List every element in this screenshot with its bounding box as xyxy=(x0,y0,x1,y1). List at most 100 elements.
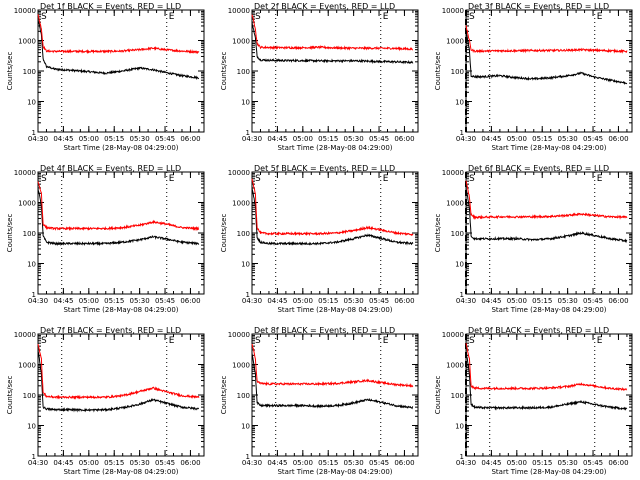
x-tick-label: 04:30 xyxy=(28,459,48,467)
x-axis-label: Start Time (28-May-08 04:29:00) xyxy=(277,306,392,314)
corner-mark-end: E xyxy=(169,12,175,22)
corner-mark-start: S xyxy=(255,174,261,184)
y-tick-label: 10000 xyxy=(228,169,250,177)
y-tick-label: 1 xyxy=(246,291,250,299)
x-tick-label: 04:45 xyxy=(267,459,287,467)
panel-title: Det 7f BLACK = Events, RED = LLD xyxy=(40,326,181,335)
x-tick-label: 05:30 xyxy=(130,297,150,305)
events-series-line xyxy=(251,187,414,246)
x-tick-label: 06:00 xyxy=(608,135,628,143)
plot-frame xyxy=(251,9,419,133)
y-tick-label: 10 xyxy=(27,99,36,107)
x-tick-label: 05:15 xyxy=(104,297,124,305)
x-tick-label: 04:30 xyxy=(242,135,262,143)
y-tick-label: 100 xyxy=(237,392,250,400)
y-tick-label: 10 xyxy=(455,423,464,431)
y-tick-label: 1000 xyxy=(232,38,250,46)
y-tick-label: 10000 xyxy=(14,331,36,339)
y-tick-label: 10000 xyxy=(442,7,464,15)
x-tick-label: 05:45 xyxy=(583,135,603,143)
x-axis-label: Start Time (28-May-08 04:29:00) xyxy=(491,144,606,152)
x-tick-label: 05:15 xyxy=(532,459,552,467)
x-tick-label: 05:30 xyxy=(130,459,150,467)
y-tick-label: 1 xyxy=(246,453,250,461)
corner-mark-end: E xyxy=(383,174,389,184)
x-tick-label: 05:45 xyxy=(155,135,175,143)
corner-mark-end: E xyxy=(597,174,603,184)
corner-mark-start: S xyxy=(41,12,47,22)
lld-series-line xyxy=(37,181,200,232)
x-tick-label: 04:45 xyxy=(53,135,73,143)
x-tick-label: 05:30 xyxy=(558,297,578,305)
x-axis-label: Start Time (28-May-08 04:29:00) xyxy=(277,144,392,152)
corner-mark-end: E xyxy=(383,336,389,346)
y-tick-label: 100 xyxy=(23,230,36,238)
x-tick-label: 05:00 xyxy=(507,297,527,305)
panel-title: Det 6f BLACK = Events, RED = LLD xyxy=(468,164,609,173)
plot-frame xyxy=(37,171,205,295)
x-tick-label: 05:45 xyxy=(369,297,389,305)
x-tick-label: 05:45 xyxy=(155,297,175,305)
x-tick-label: 04:30 xyxy=(456,297,476,305)
x-tick-label: 06:00 xyxy=(394,297,414,305)
panel-title: Det 4f BLACK = Events, RED = LLD xyxy=(40,164,181,173)
y-axis-label: Counts/sec xyxy=(434,52,442,91)
corner-mark-start: S xyxy=(469,174,475,184)
x-tick-label: 05:00 xyxy=(507,459,527,467)
x-tick-label: 04:30 xyxy=(28,135,48,143)
x-tick-label: 05:15 xyxy=(104,459,124,467)
x-tick-label: 05:45 xyxy=(369,459,389,467)
events-series-line xyxy=(251,21,414,65)
x-tick-label: 05:00 xyxy=(293,135,313,143)
x-tick-label: 04:30 xyxy=(28,297,48,305)
y-tick-label: 100 xyxy=(451,68,464,76)
corner-mark-end: E xyxy=(169,336,175,346)
events-series-line xyxy=(37,188,200,247)
y-axis-label: Counts/sec xyxy=(220,52,228,91)
lld-series-line xyxy=(251,178,414,237)
y-tick-label: 10 xyxy=(455,99,464,107)
y-tick-label: 1000 xyxy=(446,200,464,208)
y-axis-label: Counts/sec xyxy=(220,376,228,415)
x-axis-label: Start Time (28-May-08 04:29:00) xyxy=(63,306,178,314)
y-tick-label: 10 xyxy=(455,261,464,269)
y-tick-label: 100 xyxy=(451,392,464,400)
x-tick-label: 05:15 xyxy=(532,135,552,143)
y-tick-label: 10000 xyxy=(442,331,464,339)
y-tick-label: 10000 xyxy=(14,169,36,177)
y-axis-label: Counts/sec xyxy=(6,376,14,415)
plot-frame xyxy=(465,333,633,457)
lld-series-line xyxy=(465,343,628,391)
x-tick-label: 05:45 xyxy=(155,459,175,467)
x-tick-label: 05:00 xyxy=(293,459,313,467)
events-series-line xyxy=(465,349,628,411)
lld-series-line xyxy=(465,180,628,220)
y-axis-label: Counts/sec xyxy=(434,214,442,253)
y-axis-label: Counts/sec xyxy=(6,52,14,91)
y-tick-label: 1 xyxy=(460,291,464,299)
y-tick-label: 100 xyxy=(451,230,464,238)
y-tick-label: 1000 xyxy=(232,200,250,208)
y-tick-label: 100 xyxy=(237,68,250,76)
plot-frame xyxy=(465,9,633,133)
corner-mark-end: E xyxy=(597,336,603,346)
events-series-line xyxy=(251,353,414,410)
plot-frame xyxy=(251,333,419,457)
x-tick-label: 06:00 xyxy=(180,459,200,467)
y-tick-label: 10 xyxy=(27,261,36,269)
y-tick-label: 1000 xyxy=(18,200,36,208)
corner-mark-start: S xyxy=(469,12,475,22)
y-tick-label: 1000 xyxy=(446,38,464,46)
panel-title: Det 2f BLACK = Events, RED = LLD xyxy=(254,2,395,11)
x-tick-label: 05:30 xyxy=(558,459,578,467)
y-tick-label: 1 xyxy=(32,453,36,461)
x-tick-label: 06:00 xyxy=(394,135,414,143)
x-tick-label: 06:00 xyxy=(608,459,628,467)
x-tick-label: 04:45 xyxy=(481,297,501,305)
x-axis-label: Start Time (28-May-08 04:29:00) xyxy=(63,468,178,476)
